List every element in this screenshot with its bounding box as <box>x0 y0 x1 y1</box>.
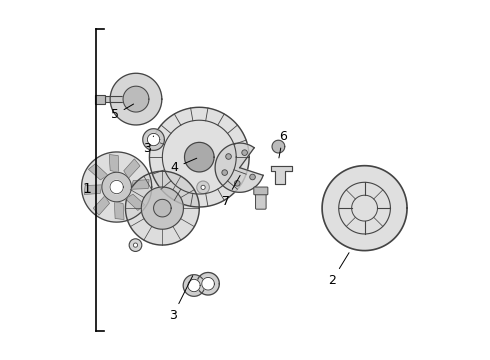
Circle shape <box>201 185 205 189</box>
Polygon shape <box>188 279 200 292</box>
Polygon shape <box>123 86 149 112</box>
FancyBboxPatch shape <box>254 187 268 195</box>
Polygon shape <box>272 140 285 153</box>
Polygon shape <box>202 278 215 290</box>
FancyBboxPatch shape <box>256 189 266 209</box>
Circle shape <box>250 174 255 180</box>
Circle shape <box>222 170 227 175</box>
Polygon shape <box>125 171 199 245</box>
Polygon shape <box>141 187 183 229</box>
Polygon shape <box>88 164 108 180</box>
Polygon shape <box>125 194 145 211</box>
Polygon shape <box>131 180 149 189</box>
Bar <box>104 96 136 103</box>
Circle shape <box>197 181 209 194</box>
Circle shape <box>120 185 124 189</box>
Polygon shape <box>84 185 102 194</box>
Circle shape <box>115 181 128 194</box>
Text: 6: 6 <box>279 130 287 158</box>
Polygon shape <box>110 180 123 194</box>
Text: 3: 3 <box>143 136 153 155</box>
Polygon shape <box>149 107 249 207</box>
Text: 4: 4 <box>171 158 196 174</box>
Text: 1: 1 <box>82 182 91 196</box>
Circle shape <box>226 154 231 159</box>
Text: 2: 2 <box>328 253 349 287</box>
Polygon shape <box>215 143 263 192</box>
Text: 3: 3 <box>169 276 193 322</box>
Polygon shape <box>143 129 165 150</box>
Circle shape <box>242 150 247 156</box>
Polygon shape <box>197 273 220 295</box>
Polygon shape <box>102 172 131 202</box>
Polygon shape <box>109 154 119 172</box>
Text: 7: 7 <box>221 175 240 208</box>
Polygon shape <box>93 196 110 215</box>
Polygon shape <box>153 199 171 217</box>
Polygon shape <box>322 166 407 251</box>
Polygon shape <box>271 166 293 184</box>
Circle shape <box>129 239 142 251</box>
Polygon shape <box>110 73 162 125</box>
Polygon shape <box>183 275 205 296</box>
Bar <box>96 95 104 104</box>
Polygon shape <box>185 142 214 172</box>
Polygon shape <box>115 202 124 220</box>
Polygon shape <box>123 159 140 178</box>
Circle shape <box>133 243 138 247</box>
Circle shape <box>234 180 240 186</box>
Text: 5: 5 <box>111 104 134 121</box>
Polygon shape <box>81 152 152 222</box>
Polygon shape <box>147 133 160 146</box>
